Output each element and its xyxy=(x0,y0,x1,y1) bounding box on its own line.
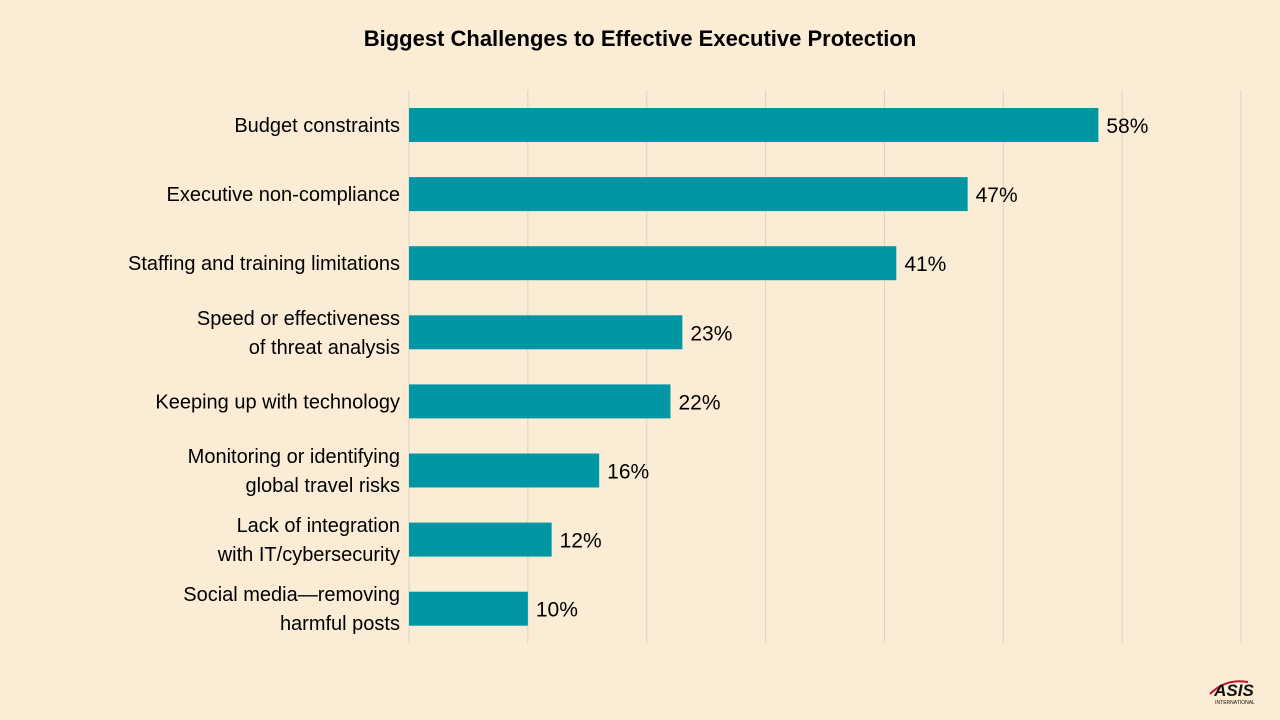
bar xyxy=(409,246,897,281)
category-label: Monitoring or identifying xyxy=(188,446,400,468)
category-label: global travel risks xyxy=(245,475,400,497)
category-label: Keeping up with technology xyxy=(155,391,400,413)
bar xyxy=(409,315,683,350)
bar xyxy=(409,177,968,212)
logo-subtext: INTERNATIONAL xyxy=(1215,700,1255,706)
data-label: 12% xyxy=(560,530,602,553)
category-label: of threat analysis xyxy=(249,337,400,359)
bar xyxy=(409,384,671,419)
bar xyxy=(409,591,528,626)
category-label: Staffing and training limitations xyxy=(128,253,400,275)
data-label: 10% xyxy=(536,599,578,622)
category-label: with IT/cybersecurity xyxy=(217,544,400,566)
category-label: Executive non-compliance xyxy=(167,184,400,206)
bar xyxy=(409,453,600,488)
category-label: Lack of integration xyxy=(237,515,400,537)
data-label: 58% xyxy=(1106,115,1148,138)
bar xyxy=(409,522,552,557)
data-label: 23% xyxy=(690,322,732,345)
category-label: Budget constraints xyxy=(234,115,400,137)
data-label: 16% xyxy=(607,461,649,484)
bar xyxy=(409,108,1099,142)
data-label: 22% xyxy=(678,391,720,414)
data-label: 47% xyxy=(976,184,1018,207)
logo-swoosh xyxy=(1209,680,1249,695)
logo-text: ASIS xyxy=(1213,681,1254,700)
category-label: Speed or effectiveness xyxy=(197,308,400,330)
data-label: 41% xyxy=(904,253,946,276)
asis-logo: ASIS INTERNATIONAL xyxy=(1209,680,1255,706)
category-label: harmful posts xyxy=(280,613,400,635)
category-label: Social media—removing xyxy=(183,584,400,606)
chart-title: Biggest Challenges to Effective Executiv… xyxy=(363,26,917,51)
